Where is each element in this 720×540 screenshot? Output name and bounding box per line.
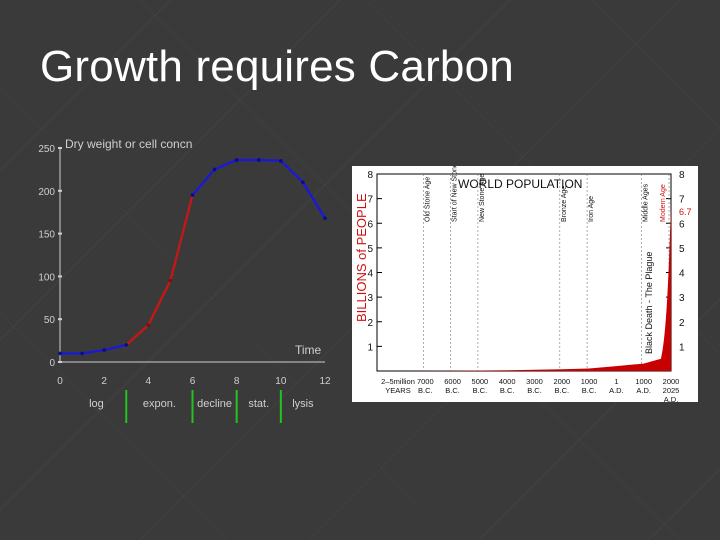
growth-y-ticks: 0 50 100 150 200 250 — [38, 144, 62, 369]
growth-line-stationary — [191, 158, 327, 219]
world-pop-y-tick-label-left: 3 — [367, 293, 373, 304]
world-pop-x-label: YEARS — [385, 386, 410, 395]
growth-y-tick-label: 250 — [38, 144, 55, 155]
world-population-chart: WORLD POPULATION BILLIONS of PEOPLE 1 2 3 4… — [352, 166, 698, 402]
growth-data-point — [190, 193, 195, 197]
world-pop-x-label: B.C. — [500, 386, 515, 395]
growth-x-tick-label: 2 — [101, 376, 107, 387]
world-pop-title: WORLD POPULATION — [458, 177, 582, 191]
world-pop-y-tick-label-left: 5 — [367, 244, 373, 255]
world-pop-x-label: B.C. — [445, 386, 460, 395]
growth-x-tick-label: 4 — [146, 376, 152, 387]
world-pop-y-ticks-right: 1 2 3 4 5 6 7 8 — [666, 170, 685, 353]
world-pop-x-label: A.D. — [664, 395, 679, 402]
world-pop-era-label: Old Stone Age — [424, 177, 431, 222]
world-pop-x-label: B.C. — [473, 386, 488, 395]
growth-y-tick-label: 200 — [38, 187, 55, 198]
growth-data-point — [212, 167, 217, 172]
world-pop-y-tick-label-left: 8 — [367, 170, 373, 181]
growth-x-tick-label: 8 — [234, 376, 240, 387]
world-pop-x-label: 1000 — [635, 377, 652, 386]
world-pop-x-label: 2000 — [663, 377, 680, 386]
growth-data-point — [279, 159, 283, 163]
growth-phase-label: stat. — [248, 398, 269, 410]
world-pop-y-tick-label-right: 7 — [679, 195, 685, 206]
world-pop-era-label: New Stone Age — [479, 174, 486, 222]
growth-phase-label: log — [89, 398, 104, 410]
world-pop-x-label: 2025 — [663, 386, 680, 395]
world-pop-y-tick-label-left: 6 — [367, 219, 373, 230]
world-pop-x-label: B.C. — [418, 386, 433, 395]
growth-curve-chart: Dry weight or cell concn 050100150200250… — [38, 137, 331, 423]
world-pop-x-label: B.C. — [555, 386, 570, 395]
world-pop-x-label: 3000 — [526, 377, 543, 386]
world-pop-x-label: 1 — [614, 377, 618, 386]
world-pop-annotation-plague: Black Death - The Plague — [644, 252, 654, 354]
world-pop-y-tick-label-right: 8 — [679, 170, 685, 181]
world-pop-era-label: Middle Ages — [643, 183, 650, 222]
world-pop-ylabel: BILLIONS of PEOPLE — [354, 193, 369, 322]
world-pop-x-label: 4000 — [499, 377, 516, 386]
world-pop-era-label: Modern Age — [660, 184, 667, 222]
growth-line-lag — [60, 343, 127, 355]
growth-curve-lines — [60, 158, 327, 355]
growth-x-tick-label: 12 — [319, 376, 331, 387]
world-pop-x-label: 5000 — [472, 377, 489, 386]
growth-line-exponential — [125, 194, 194, 346]
world-pop-x-labels: 2–5millionYEARS7000B.C.6000B.C.5000B.C.4… — [381, 377, 679, 402]
growth-x-axis-label: Time — [295, 343, 322, 357]
growth-y-tick-label: 0 — [49, 358, 55, 369]
growth-data-point — [146, 323, 151, 327]
world-pop-era-label: Iron Age — [588, 196, 595, 222]
world-pop-y-tick-label-left: 2 — [367, 318, 373, 329]
growth-x-tick-label: 0 — [57, 376, 63, 387]
world-pop-era-label: Start of New Stone Age — [452, 166, 459, 222]
world-pop-era-label: Bronze Age — [561, 186, 568, 222]
growth-data-point — [234, 158, 239, 162]
growth-y-tick-label: 150 — [38, 230, 55, 241]
growth-data-point — [124, 343, 129, 347]
world-pop-y-tick-label-right: 6 — [679, 219, 685, 230]
growth-data-point — [301, 180, 305, 185]
world-pop-y-tick-label-right: 3 — [679, 293, 685, 304]
growth-data-point — [58, 351, 62, 356]
growth-data-point — [102, 348, 106, 352]
world-pop-y-tick-label-right: 5 — [679, 244, 685, 255]
growth-phase-labels: log expon. decline stat. lysis — [89, 390, 314, 423]
world-pop-x-label: B.C. — [582, 386, 597, 395]
growth-data-point — [168, 278, 173, 283]
growth-data-point — [256, 158, 261, 162]
world-pop-y-tick-label-right: 1 — [679, 342, 685, 353]
growth-phase-label: decline — [197, 398, 232, 410]
world-pop-y-tick-label-left: 1 — [367, 342, 373, 353]
world-pop-x-label: 6000 — [444, 377, 461, 386]
growth-curve-points — [58, 158, 327, 356]
world-pop-x-label: 7000 — [417, 377, 434, 386]
growth-y-tick-label: 100 — [38, 272, 55, 283]
world-pop-y-tick-label-left: 4 — [367, 269, 373, 280]
slide-title: Growth requires Carbon — [40, 42, 514, 91]
world-pop-y-tick-label-left: 7 — [367, 195, 373, 206]
world-pop-x-label: 2000 — [553, 377, 570, 386]
world-pop-y-ticks-left: 1 2 3 4 5 6 7 8 — [367, 170, 382, 353]
world-pop-annotation-value: 6.7 — [679, 207, 692, 217]
growth-x-tick-label: 6 — [190, 376, 196, 387]
world-pop-x-label: 2–5million — [381, 377, 415, 386]
growth-y-tick-label: 50 — [44, 315, 56, 326]
growth-chart-title: Dry weight or cell concn — [65, 137, 192, 151]
growth-x-ticks: 0 2 4 6 8 10 12 — [57, 376, 331, 387]
world-pop-y-tick-label-right: 4 — [679, 269, 685, 280]
world-pop-x-label: A.D. — [609, 386, 624, 395]
growth-phase-label: lysis — [292, 398, 314, 410]
growth-data-point — [323, 216, 327, 220]
growth-x-tick-label: 10 — [275, 376, 287, 387]
growth-phase-label: expon. — [143, 398, 176, 410]
world-pop-y-tick-label-right: 2 — [679, 318, 685, 329]
world-pop-x-label: A.D. — [636, 386, 651, 395]
world-pop-x-label: 1000 — [581, 377, 598, 386]
world-pop-x-label: B.C. — [527, 386, 542, 395]
growth-data-point — [80, 351, 84, 356]
world-pop-background — [352, 166, 698, 402]
